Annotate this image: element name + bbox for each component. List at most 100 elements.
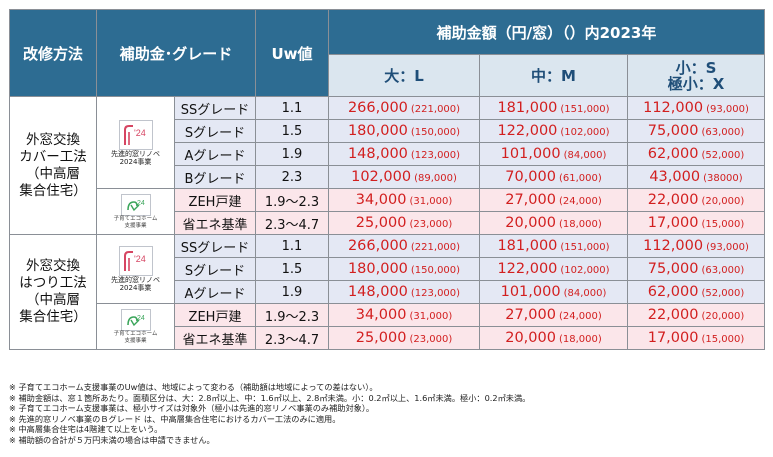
amount-cell-s: 22,000 (20,000): [627, 303, 765, 327]
amount-2023: (31,000): [409, 196, 453, 207]
amount-2023: (52,000): [701, 150, 745, 161]
table-row: 外窓交換 はつり工法 （中高層 集合住宅） '24 先進的窓リノベ 2024事業 SSグレード…: [9, 234, 765, 350]
grade-cell: ZEH戸建: [174, 188, 256, 212]
grade-cell: ZEH戸建: [174, 303, 256, 327]
amount-value: 266,000: [347, 100, 408, 116]
amount-value: 34,000: [355, 307, 407, 323]
amount-cell-m: 27,000 (24,000): [479, 303, 628, 327]
amount-2023: (93,000): [706, 104, 749, 115]
table-row: 省エネ基準 2.3～4.7 25,000 (23,000) 20,000 (18,000)…: [10, 326, 765, 350]
amount-2023: (84,000): [563, 288, 607, 299]
amount-cell-l: 266,000 (221,000): [328, 234, 480, 258]
amount-2023: (221,000): [410, 104, 461, 115]
amount-2023: (20,000): [701, 196, 745, 207]
amount-cell-l: 34,000 (31,000): [328, 303, 480, 327]
method-cell: 外窓交換 カバー工法 （中高層 集合住宅）: [9, 96, 97, 235]
footnotes: ※ 子育てエコホーム支援事業のUw値は、地域によって変わる（補助額は地域によって…: [9, 382, 530, 445]
uw-cell: 2.3: [255, 165, 329, 189]
grade-cell: Aグレード: [174, 142, 256, 166]
method-line: （中高層: [26, 292, 80, 308]
svg-text:'24: '24: [134, 128, 146, 138]
eco-home-icon: 24: [120, 308, 151, 331]
amount-cell-s: 43,000 (38000): [627, 165, 765, 189]
amount-2023: (63,000): [701, 127, 745, 138]
amount-2023: (18,000): [558, 219, 602, 230]
amount-value: 43,000: [649, 169, 701, 185]
amount-value: 101,000: [500, 284, 561, 300]
amount-2023: (89,000): [414, 173, 457, 184]
uw-cell: 1.5: [255, 119, 329, 143]
method-line: （中高層: [26, 165, 80, 182]
table-row: 外窓交換 カバー工法 （中高層 集合住宅） '24 先進的窓リノベ 2024事業 SSグレード…: [9, 96, 765, 235]
table-row: 24 子育てエコホーム 支援事業 ZEH戸建 1.9～2.3 34,000 (31,000)…: [10, 303, 765, 350]
amount-value: 181,000: [497, 238, 558, 254]
logo-cell-sendan: '24 先進的窓リノベ 2024事業: [96, 96, 175, 189]
amount-cell-l: 25,000 (23,000): [328, 211, 480, 235]
amount-value: 266,000: [347, 238, 408, 254]
amount-2023: (102,000): [560, 127, 610, 138]
amount-cell-s: 62,000 (52,000): [627, 280, 765, 304]
header-size-l: 大：L: [328, 54, 480, 97]
method-line: カバー工法: [19, 148, 87, 165]
amount-cell-l: 148,000 (123,000): [328, 280, 480, 304]
svg-text:24: 24: [137, 200, 145, 207]
header-method: 改修方法: [9, 9, 97, 97]
amount-2023: (84,000): [563, 150, 607, 161]
sendan-logo-line2: 2024事業: [119, 284, 152, 292]
grade-cell: SSグレード: [174, 96, 256, 120]
amount-value: 181,000: [497, 100, 558, 116]
method-line: 集合住宅）: [19, 309, 87, 325]
sendan-logo-line2: 2024事業: [119, 157, 152, 166]
method-line: 外窓交換: [26, 258, 80, 274]
amount-value: 62,000: [647, 146, 699, 162]
amount-2023: (18,000): [558, 334, 602, 345]
header-size-s: 小：S 極小：X: [627, 54, 765, 97]
logo-cell-sendan: '24 先進的窓リノベ 2024事業: [96, 234, 175, 304]
amount-2023: (93,000): [706, 242, 749, 253]
amount-2023: (150,000): [410, 127, 461, 138]
amount-value: 22,000: [647, 307, 699, 323]
footnote-line: ※ 補助金額は、窓１箇所あたり。面積区分は、大：2.8㎡以上、中：1.6㎡以上、…: [9, 392, 531, 403]
logo-cell-kosodate: 24 子育てエコホーム 支援事業: [96, 188, 175, 235]
subsidy-table: 改修方法 補助金･グレード Uw値 補助金額（円/窓）（）内2023年 大：L …: [9, 9, 765, 350]
header-size-m: 中：M: [479, 54, 628, 97]
footnote-line: ※ 子育てエコホーム支援事業は、極小サイズは対象外（極小は先進的窓リノベ事業のみ…: [9, 403, 375, 413]
uw-cell: 1.9～2.3: [255, 303, 329, 327]
amount-cell-l: 180,000 (150,000): [328, 119, 480, 143]
table-row: 省エネ基準 2.3～4.7 25,000 (23,000) 20,000 (18,000)…: [10, 211, 765, 235]
header-uw: Uw値: [255, 9, 329, 97]
kosodate-logo-line1: 子育てエコホーム: [113, 330, 158, 337]
amount-cell-m: 181,000 (151,000): [479, 234, 628, 258]
grade-cell: 省エネ基準: [174, 211, 256, 235]
amount-value: 17,000: [647, 330, 699, 346]
amount-cell-s: 112,000 (93,000): [627, 234, 765, 258]
amount-cell-l: 34,000 (31,000): [328, 188, 480, 212]
grade-cell: 省エネ基準: [174, 326, 256, 350]
amount-value: 20,000: [505, 215, 556, 231]
amount-value: 122,000: [497, 261, 558, 277]
amount-value: 70,000: [505, 169, 556, 185]
amount-cell-l: 266,000 (221,000): [328, 96, 480, 120]
amount-2023: (15,000): [701, 219, 745, 230]
window-renovation-icon: '24: [118, 246, 153, 276]
header-grade: 補助金･グレード: [96, 9, 256, 97]
table-row: 24 子育てエコホーム 支援事業 ZEH戸建 1.9～2.3 34,000 (31,000)…: [10, 188, 765, 235]
amount-cell-s: 22,000 (20,000): [627, 188, 765, 212]
amount-cell-m: 101,000 (84,000): [479, 142, 628, 166]
kosodate-logo-line2: 支援事業: [124, 337, 147, 344]
table-row: Sグレード 1.5 180,000 (150,000) 122,000 (102,000)…: [10, 119, 765, 143]
kosodate-logo-line2: 支援事業: [124, 222, 147, 229]
amount-2023: (38000): [703, 173, 743, 184]
sendan-logo-line1: 先進的窓リノベ: [111, 276, 160, 284]
uw-cell: 2.3～4.7: [255, 326, 329, 350]
amount-value: 62,000: [647, 284, 699, 300]
amount-2023: (15,000): [701, 334, 745, 345]
amount-cell-s: 75,000 (63,000): [627, 257, 765, 281]
amount-2023: (61,000): [558, 173, 602, 184]
kosodate-eco-logo: 24 子育てエコホーム 支援事業: [114, 193, 157, 230]
amount-cell-l: 102,000 (89,000): [328, 165, 480, 189]
header-size-s-line1: 小：S: [675, 58, 717, 77]
header-amount: 補助金額（円/窓）（）内2023年: [328, 9, 765, 55]
amount-value: 122,000: [497, 123, 558, 139]
kosodate-eco-logo: 24 子育てエコホーム 支援事業: [113, 308, 158, 345]
